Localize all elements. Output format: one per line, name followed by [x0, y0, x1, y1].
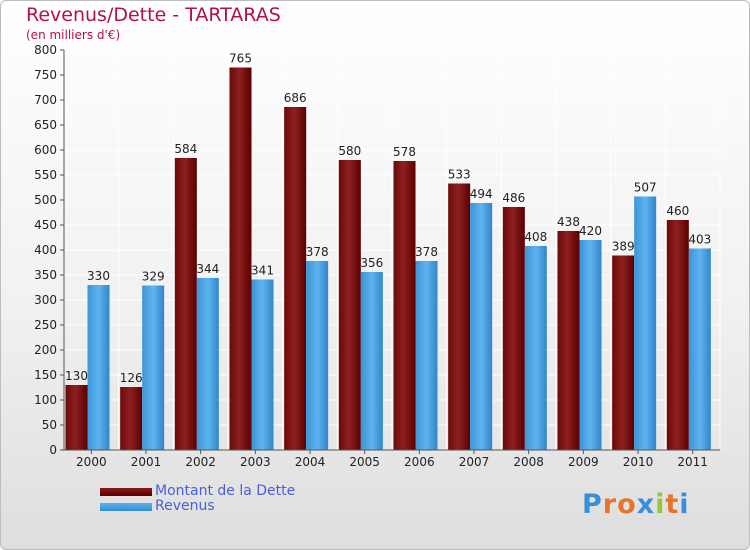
y-tick-label: 800	[34, 43, 57, 57]
grid-lines	[63, 49, 721, 451]
x-tick-label: 2001	[131, 455, 162, 469]
bar-revenus	[196, 278, 219, 450]
logo-letter: o	[617, 489, 637, 520]
data-label: 533	[448, 168, 471, 182]
bar-dette	[338, 160, 361, 450]
data-label: 408	[524, 230, 547, 244]
legend-swatch-revenus	[100, 503, 152, 511]
bar-revenus	[688, 248, 711, 450]
y-tick-label: 0	[49, 443, 57, 457]
data-label: 507	[634, 181, 657, 195]
y-tick-label: 150	[34, 368, 57, 382]
x-tick-label: 2011	[677, 455, 708, 469]
y-tick-label: 500	[34, 193, 57, 207]
proxiti-logo: Proxiti	[582, 489, 690, 520]
bar-dette	[284, 107, 307, 450]
bar-dette	[174, 158, 197, 450]
y-tick-label: 350	[34, 268, 57, 282]
bar-dette	[393, 161, 416, 450]
bar-dette	[557, 231, 580, 450]
logo-letter: r	[602, 489, 618, 520]
bar-dette	[612, 255, 635, 450]
y-tick-label: 600	[34, 143, 57, 157]
bar-dette	[229, 67, 252, 450]
bar-revenus	[524, 246, 547, 450]
bar-dette	[502, 207, 525, 450]
legend-label-dette: Montant de la Dette	[155, 483, 296, 499]
y-tick-label: 650	[34, 118, 57, 132]
data-label: 420	[579, 224, 602, 238]
y-tick-label: 300	[34, 293, 57, 307]
bar-dette	[120, 387, 143, 450]
logo-letter: t	[665, 489, 680, 520]
data-label: 378	[306, 245, 329, 259]
data-label: 341	[251, 264, 274, 278]
x-tick-label: 2006	[404, 455, 435, 469]
y-tick-label: 50	[42, 418, 57, 432]
logo-letter: x	[636, 489, 656, 520]
data-label: 130	[65, 369, 88, 383]
data-labels: 130 330 126 329 584 344 765 341 686 378 580 356 578 3…	[65, 52, 711, 386]
bars	[65, 67, 711, 450]
data-label: 580	[338, 144, 361, 158]
data-label: 126	[120, 371, 143, 385]
x-tick-label: 2009	[568, 455, 599, 469]
y-tick-label: 250	[34, 318, 57, 332]
data-label: 330	[87, 269, 110, 283]
x-tick-label: 2003	[240, 455, 271, 469]
data-label: 584	[174, 142, 197, 156]
chart-title: Revenus/Dette - TARTARAS	[26, 4, 281, 26]
y-tick-label: 700	[34, 93, 57, 107]
logo-letter: i	[679, 489, 690, 520]
bar-revenus	[251, 279, 274, 450]
x-tick-label: 2000	[76, 455, 107, 469]
data-label: 356	[360, 256, 383, 270]
data-label: 765	[229, 52, 252, 66]
bar-revenus	[306, 261, 329, 450]
x-tick-label: 2008	[513, 455, 544, 469]
bar-dette	[65, 385, 88, 450]
y-tick-label: 450	[34, 218, 57, 232]
data-label: 378	[415, 245, 438, 259]
bar-revenus	[87, 285, 110, 450]
data-label: 578	[393, 145, 416, 159]
axes: 0 50 100 150 200 250 300 350 400 450 500 550 600 650 7…	[34, 43, 720, 469]
y-tick-label: 550	[34, 168, 57, 182]
y-tick-label: 100	[34, 393, 57, 407]
logo-letter: P	[582, 489, 603, 520]
x-tick-label: 2010	[623, 455, 654, 469]
bar-revenus	[142, 285, 165, 450]
data-label: 403	[688, 233, 711, 247]
x-tick-label: 2004	[295, 455, 326, 469]
data-label: 438	[557, 215, 580, 229]
y-tick-label: 400	[34, 243, 57, 257]
data-label: 344	[196, 262, 219, 276]
x-tick-label: 2005	[349, 455, 380, 469]
y-tick-label: 750	[34, 68, 57, 82]
chart-subtitle: (en milliers d'€)	[26, 28, 121, 42]
y-tick-label: 200	[34, 343, 57, 357]
bar-dette	[666, 220, 689, 450]
data-label: 686	[284, 91, 307, 105]
x-tick-label: 2007	[459, 455, 490, 469]
bar-dette	[448, 183, 471, 450]
bar-revenus	[634, 196, 657, 450]
bar-revenus	[415, 261, 438, 450]
x-tick-label: 2002	[185, 455, 216, 469]
data-label: 389	[612, 240, 635, 254]
bar-revenus	[360, 272, 383, 450]
data-label: 460	[666, 204, 689, 218]
bar-revenus	[579, 240, 602, 450]
legend-swatch-dette	[100, 488, 152, 496]
legend-label-revenus: Revenus	[155, 498, 215, 514]
data-label: 494	[470, 187, 493, 201]
bar-revenus	[470, 203, 493, 450]
data-label: 486	[502, 191, 525, 205]
data-label: 329	[142, 270, 165, 284]
logo-letter: i	[655, 489, 666, 520]
